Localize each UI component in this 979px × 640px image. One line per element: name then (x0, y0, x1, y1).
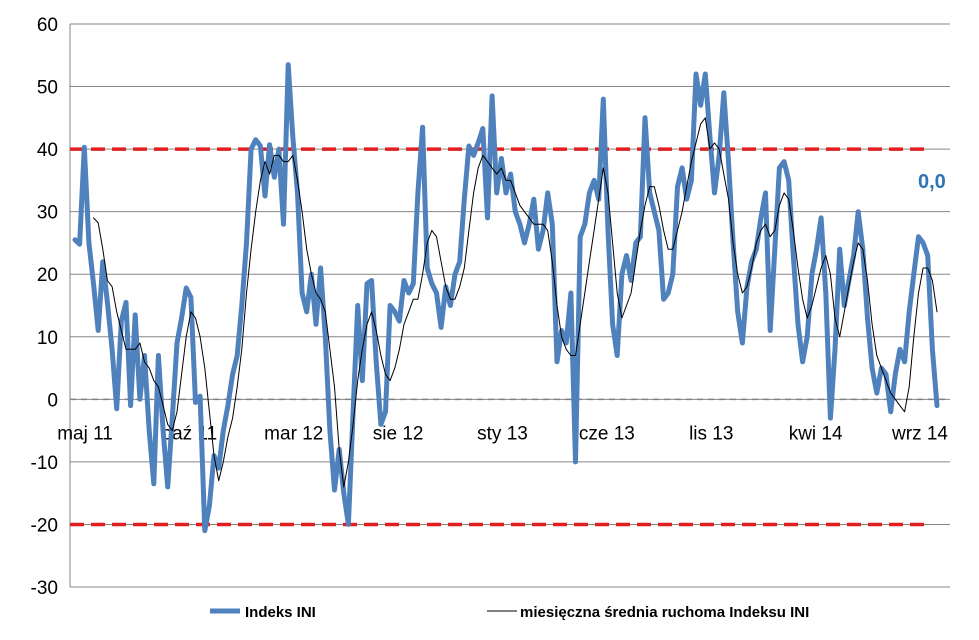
end-value-label: 0,0 (918, 171, 946, 193)
y-tick-label: -10 (31, 453, 58, 474)
x-tick-label: wrz 14 (891, 423, 948, 444)
x-tick-label: kwi 14 (789, 423, 843, 444)
legend-label-srednia-ruchoma: miesięczna średnia ruchoma Indeksu INI (520, 604, 809, 621)
y-tick-label: -30 (31, 578, 58, 599)
x-axis-tick-labels: maj 11 paź 11 mar 12 sie 12 sty 13 cze 13 lis … (57, 423, 948, 444)
legend-label-indeks-ini: Indeks INI (245, 604, 316, 621)
x-tick-label: sie 12 (373, 423, 424, 444)
reference-lines (70, 147, 950, 527)
series-lines (72, 62, 940, 534)
y-tick-label: 50 (37, 78, 58, 99)
y-tick-label: 60 (37, 15, 58, 36)
y-tick-label: 30 (37, 203, 58, 224)
y-tick-label: -20 (31, 515, 58, 536)
series-line-srednia-ruchoma (93, 117, 938, 488)
x-tick-label: mar 12 (264, 423, 323, 444)
x-tick-label: maj 11 (57, 423, 113, 444)
legend: Indeks INI miesięczna średnia ruchoma In… (210, 604, 809, 621)
y-tick-label: 0 (47, 390, 58, 411)
series-line-indeks-ini (72, 62, 940, 534)
x-tick-label: lis 13 (689, 423, 733, 444)
x-tick-label: cze 13 (579, 423, 635, 444)
y-tick-label: 40 (37, 140, 58, 161)
x-tick-label: sty 13 (477, 423, 528, 444)
y-axis-tick-labels: -30 -20 -10 0 10 20 30 40 50 60 (31, 15, 58, 599)
y-tick-label: 20 (37, 265, 58, 286)
y-tick-label: 10 (37, 328, 58, 349)
